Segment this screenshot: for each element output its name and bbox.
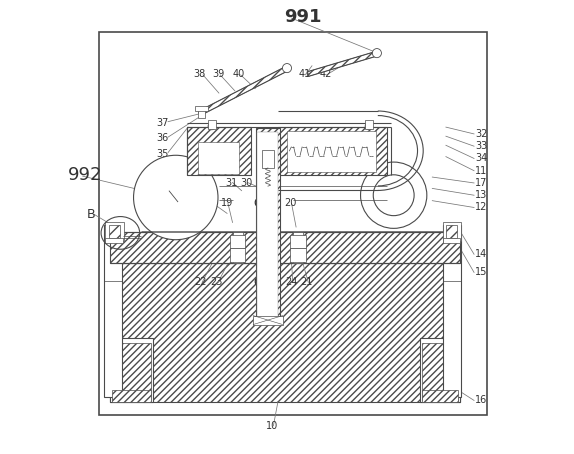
Bar <box>258 132 278 322</box>
Text: 16: 16 <box>475 395 488 405</box>
Text: A: A <box>344 150 352 163</box>
Text: 15: 15 <box>475 267 488 277</box>
Bar <box>253 316 283 325</box>
Text: 39: 39 <box>212 69 224 79</box>
Bar <box>232 232 242 263</box>
Circle shape <box>282 64 292 73</box>
Bar <box>278 127 387 175</box>
Bar <box>187 127 251 175</box>
Text: 40: 40 <box>232 69 245 79</box>
Text: 38: 38 <box>193 69 206 79</box>
Text: 992: 992 <box>68 166 103 184</box>
Text: 34: 34 <box>475 153 488 163</box>
Text: 23: 23 <box>211 277 223 287</box>
Bar <box>443 222 461 241</box>
Circle shape <box>373 49 382 58</box>
Text: 14: 14 <box>475 249 488 259</box>
Text: 22: 22 <box>195 277 207 287</box>
Bar <box>106 222 123 241</box>
Text: 37: 37 <box>156 118 168 128</box>
Text: 21: 21 <box>300 277 313 287</box>
Circle shape <box>373 175 414 216</box>
Text: 36: 36 <box>156 133 168 143</box>
Bar <box>443 238 460 243</box>
Bar <box>104 225 122 397</box>
Bar <box>199 142 239 174</box>
Bar <box>110 232 460 263</box>
Bar <box>422 343 457 400</box>
Text: 10: 10 <box>266 421 278 431</box>
Text: 24: 24 <box>285 277 298 287</box>
Text: 17: 17 <box>475 178 488 188</box>
Text: 19: 19 <box>221 198 233 208</box>
Bar <box>443 225 461 397</box>
Bar <box>293 232 303 263</box>
Bar <box>262 150 274 168</box>
Text: 20: 20 <box>285 198 297 208</box>
Bar <box>230 235 245 248</box>
Bar <box>290 248 305 262</box>
Text: 18: 18 <box>206 198 218 208</box>
Bar <box>287 131 375 172</box>
Polygon shape <box>199 66 289 116</box>
Circle shape <box>360 162 427 228</box>
Text: B: B <box>87 208 95 221</box>
Bar <box>99 32 487 415</box>
Bar <box>256 128 280 323</box>
Bar <box>230 248 245 262</box>
Text: 41: 41 <box>298 69 311 79</box>
Bar <box>112 390 151 402</box>
Bar <box>199 107 205 118</box>
Bar <box>447 225 457 238</box>
Bar <box>422 390 457 402</box>
Text: 33: 33 <box>475 141 488 151</box>
Bar <box>290 235 305 248</box>
Text: C: C <box>253 276 262 289</box>
Bar <box>109 225 120 238</box>
Text: 42: 42 <box>319 69 332 79</box>
Bar <box>364 120 373 129</box>
Bar <box>420 338 460 402</box>
Bar <box>208 120 216 129</box>
Bar <box>110 338 153 402</box>
Text: 30: 30 <box>240 178 252 188</box>
Text: C: C <box>253 197 262 210</box>
Polygon shape <box>308 51 379 76</box>
Text: 12: 12 <box>475 202 488 212</box>
Text: 13: 13 <box>475 190 488 200</box>
Text: 991: 991 <box>284 8 321 26</box>
Text: 11: 11 <box>475 166 488 176</box>
Circle shape <box>208 123 215 130</box>
Bar <box>195 106 208 111</box>
Text: 35: 35 <box>156 149 168 159</box>
Bar <box>112 343 151 400</box>
Text: 32: 32 <box>475 129 488 139</box>
Bar <box>110 263 460 402</box>
Circle shape <box>134 155 218 240</box>
Circle shape <box>365 123 373 130</box>
Bar <box>106 238 123 243</box>
Text: 31: 31 <box>226 178 238 188</box>
